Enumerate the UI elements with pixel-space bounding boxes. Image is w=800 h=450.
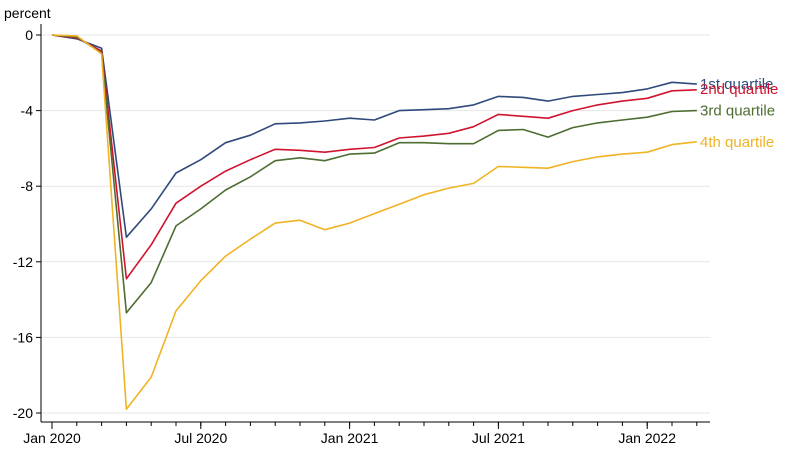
x-tick-label: Jul 2020 (174, 430, 227, 446)
series-label-3: 3rd quartile (700, 103, 775, 120)
axes: 0 -4 -8 -12 -16 -20 Jan 2020 Jul 2020 Jan 2021 Ju… (13, 24, 710, 446)
x-tick-label: Jan 2021 (321, 430, 379, 446)
series-lines (51, 34, 697, 411)
series-label-1: 1st quartile (700, 76, 773, 93)
x-tick-label: Jan 2020 (23, 430, 81, 446)
series-line-2 (51, 34, 697, 280)
gridlines (41, 34, 710, 414)
series-line-1 (51, 34, 697, 238)
x-tick-label: Jan 2022 (618, 430, 676, 446)
y-tick-label: -16 (13, 329, 33, 345)
x-tick-label: Jul 2021 (472, 430, 525, 446)
y-axis-unit-label: percent (4, 5, 51, 21)
y-tick-label: -8 (21, 178, 34, 194)
series-line-3 (51, 34, 697, 314)
series-label-4: 4th quartile (700, 134, 774, 151)
series-label-2: 2nd quartile (700, 81, 778, 98)
y-tick-label: 0 (25, 27, 33, 43)
y-tick-label: -20 (13, 405, 33, 421)
y-tick-label: -12 (13, 254, 33, 270)
series-line-4 (51, 34, 697, 411)
y-tick-label: -4 (21, 103, 34, 119)
